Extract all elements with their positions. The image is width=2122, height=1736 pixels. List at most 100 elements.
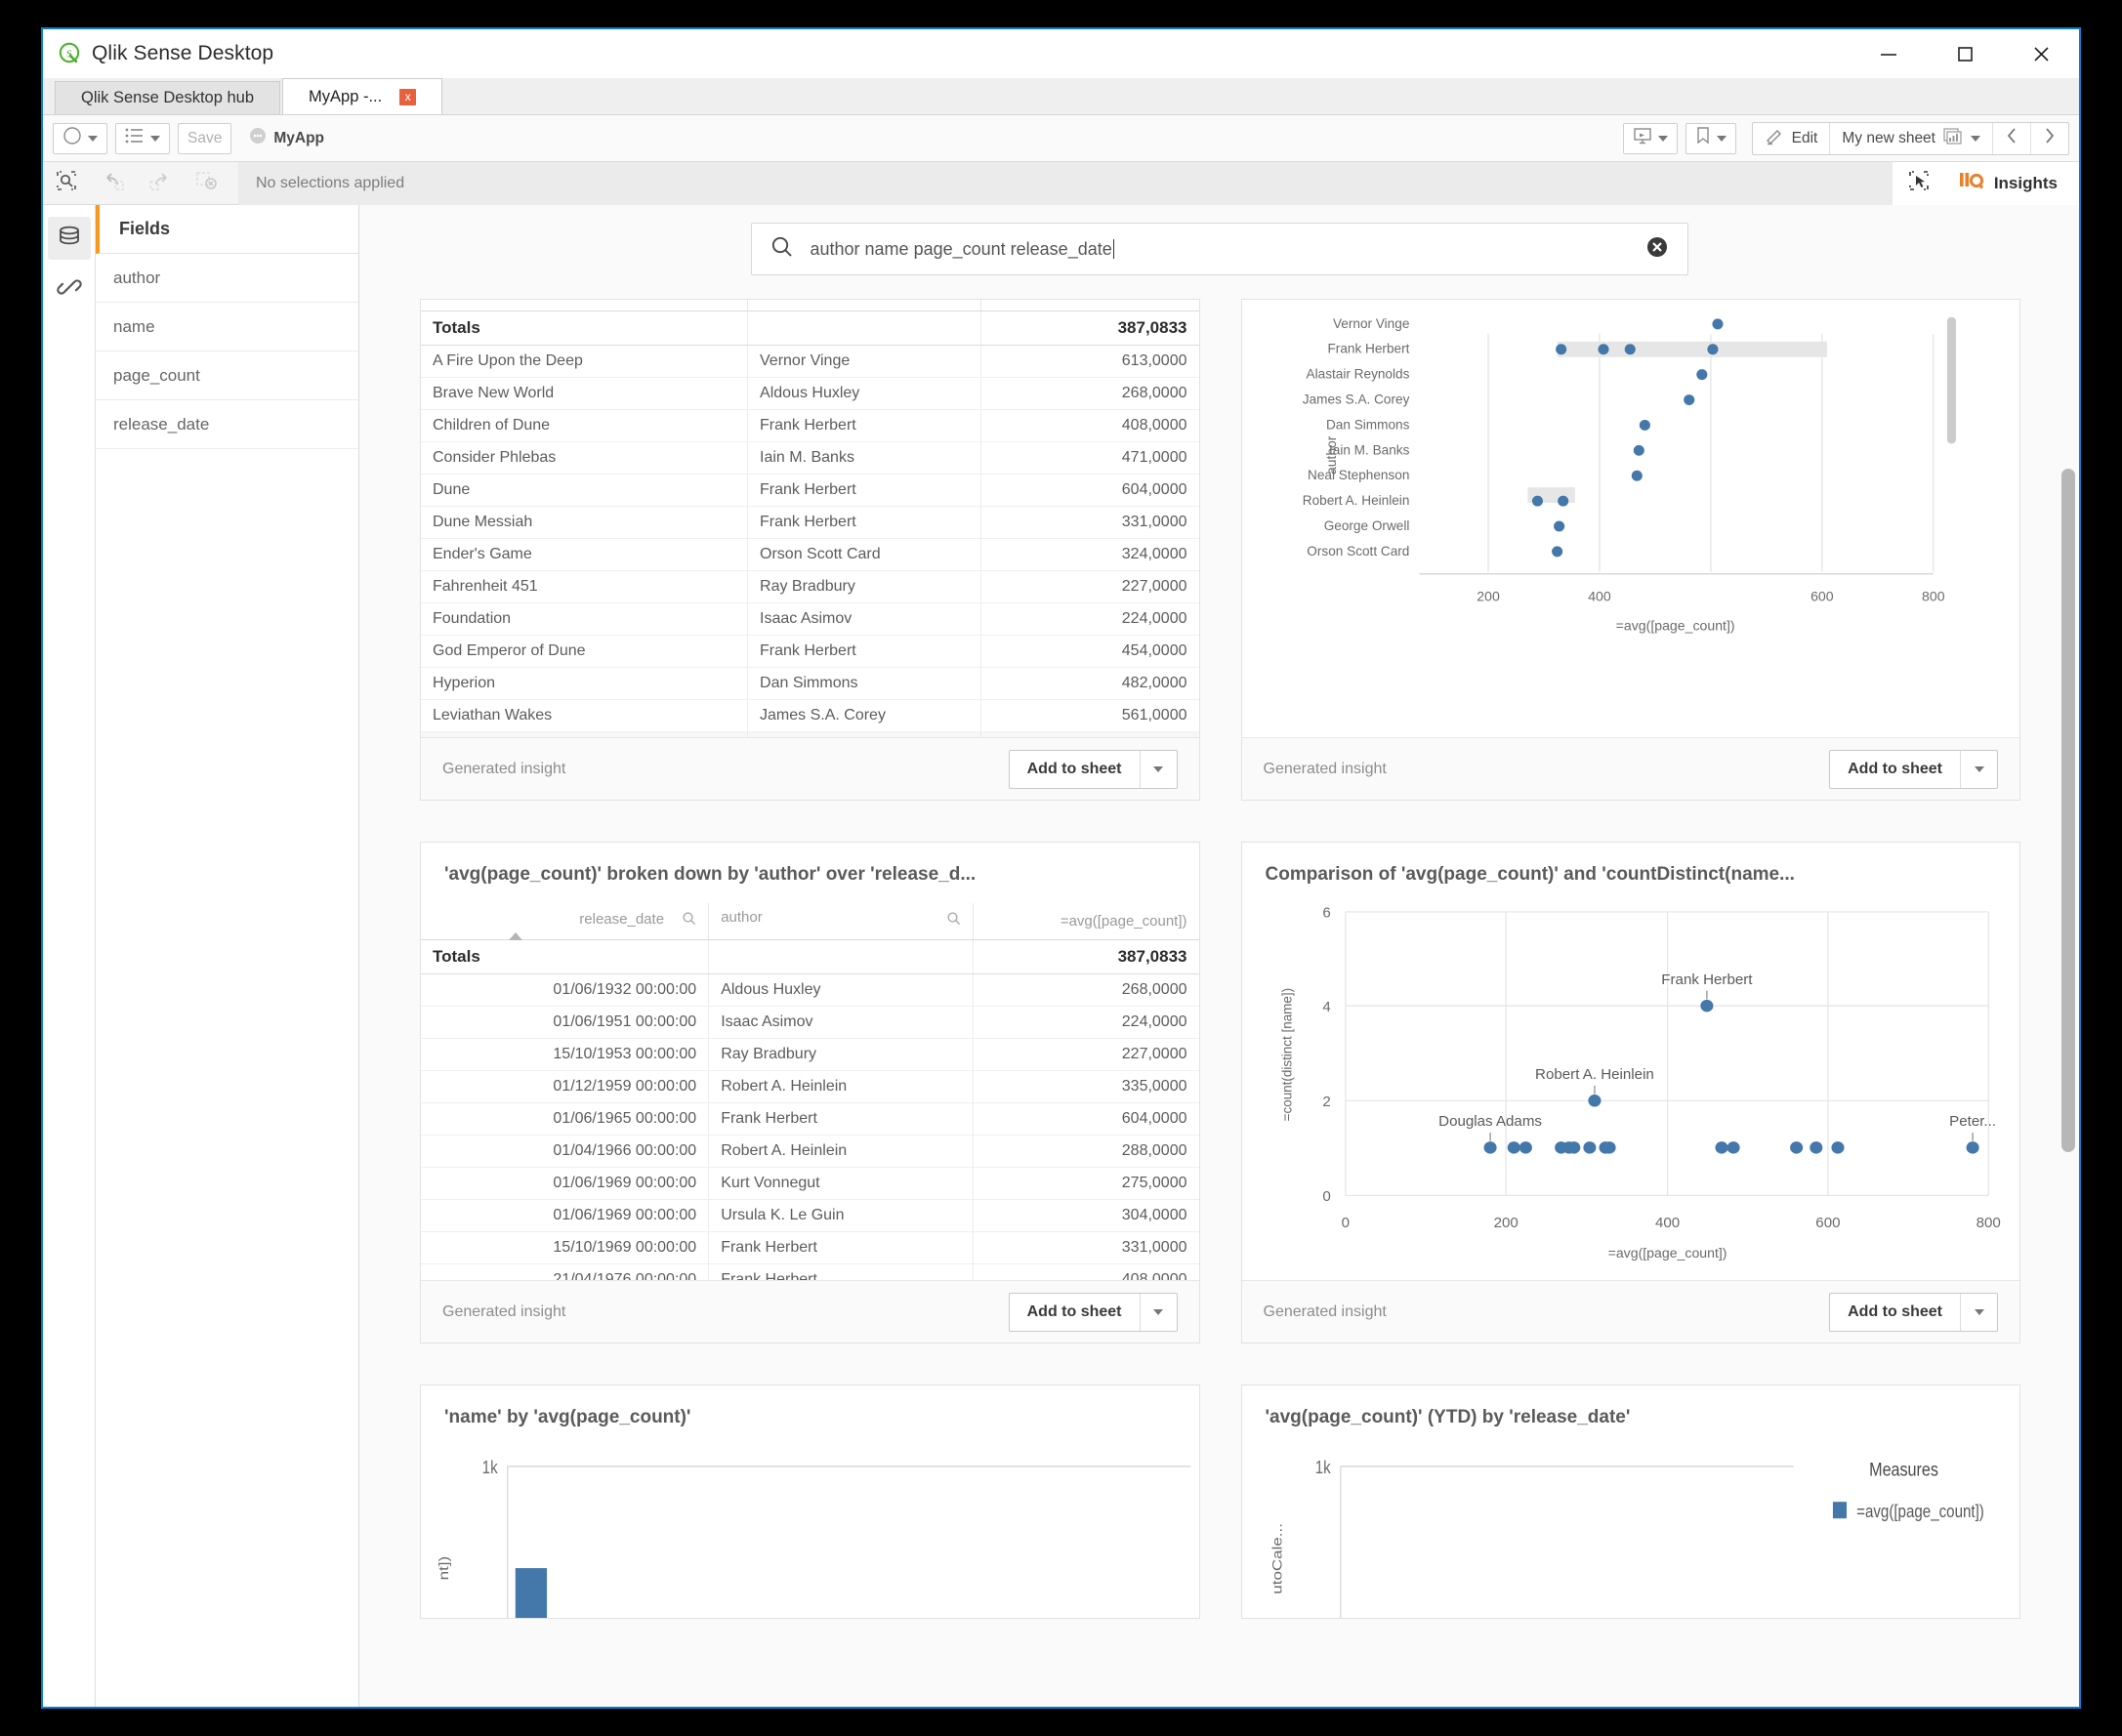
- table-row[interactable]: Dune Frank Herbert 604,0000: [421, 474, 1199, 507]
- table-scroll-region[interactable]: release_date author: [421, 903, 1199, 1280]
- add-to-sheet-button[interactable]: Add to sheet: [1026, 1302, 1122, 1320]
- field-item-author[interactable]: author: [96, 254, 358, 303]
- table-row[interactable]: 01/06/1969 00:00:00 Kurt Vonnegut 275,0000: [421, 1167, 1199, 1200]
- bar-chart-ytd[interactable]: 1k utoCale... Measures =avg([page_count]…: [1242, 1428, 2020, 1618]
- insights-scrollbar-thumb[interactable]: [2061, 469, 2075, 1152]
- clear-circle-icon[interactable]: [1644, 234, 1670, 265]
- cell-value: 482,0000: [979, 667, 1199, 700]
- add-to-sheet-caret[interactable]: [1139, 750, 1177, 788]
- table-scroll-region[interactable]: name author =avg([page_count]) Totals: [421, 300, 1199, 737]
- cell-value: 561,0000: [979, 699, 1199, 732]
- card-table-release-author: 'avg(page_count)' broken down by 'author…: [420, 842, 1200, 1343]
- insight-table: name author =avg([page_count]) Totals: [421, 300, 1199, 737]
- th-avg-page-count[interactable]: =avg([page_count]): [973, 903, 1199, 940]
- clear-selections-button[interactable]: [184, 162, 230, 205]
- selection-search-button[interactable]: [43, 162, 90, 205]
- minimize-button[interactable]: [1851, 29, 1927, 78]
- table-row[interactable]: Brave New World Aldous Huxley 268,0000: [421, 377, 1199, 410]
- scatter-chart[interactable]: 6 4 2 0 =count(distinct [name]): [1242, 886, 2020, 1280]
- table-row[interactable]: Children of Dune Frank Herbert 408,0000: [421, 409, 1199, 442]
- rail-item-fields[interactable]: [47, 217, 91, 260]
- tab-hub[interactable]: Qlik Sense Desktop hub: [55, 81, 281, 114]
- selection-back-button[interactable]: [90, 162, 137, 205]
- th-avg-page-count[interactable]: =avg([page_count]): [979, 300, 1199, 311]
- field-item-page-count[interactable]: page_count: [96, 351, 358, 400]
- save-button[interactable]: Save: [178, 122, 232, 154]
- main-body: Fields author name page_count release_da…: [43, 205, 2079, 1707]
- chevron-left-icon: [2005, 126, 2018, 150]
- cell-value: 227,0000: [979, 570, 1199, 603]
- cell-value: 268,0000: [979, 377, 1199, 410]
- tab-close-icon[interactable]: x: [399, 88, 417, 105]
- table-row[interactable]: Hyperion Dan Simmons 482,0000: [421, 667, 1199, 700]
- cell-author: William Gibson: [747, 731, 981, 737]
- table-row[interactable]: NeuromancerWilliam Gibson271,0000: [421, 731, 1199, 737]
- th-author[interactable]: author: [747, 300, 981, 311]
- sheet-thumb-icon: [1943, 127, 1963, 149]
- insights-button[interactable]: Insights: [1944, 161, 2079, 205]
- search-icon[interactable]: [946, 911, 961, 930]
- add-to-sheet-button[interactable]: Add to sheet: [1026, 760, 1122, 777]
- rail-item-associations[interactable]: [48, 268, 91, 310]
- cell-date: 21/04/1976 00:00:00: [421, 1263, 709, 1280]
- table-row[interactable]: Fahrenheit 451 Ray Bradbury 227,0000: [421, 570, 1199, 603]
- table-row[interactable]: Leviathan Wakes James S.A. Corey 561,0000: [421, 699, 1199, 732]
- table-row[interactable]: 15/10/1953 00:00:00 Ray Bradbury 227,0000: [421, 1038, 1199, 1071]
- redo-icon: [148, 169, 172, 197]
- bar-chart-name[interactable]: 1k nt]): [421, 1428, 1199, 1618]
- th-name[interactable]: name: [421, 300, 748, 311]
- generated-insight-label: Generated insight: [1263, 1302, 1387, 1320]
- tab-myapp-label: MyApp -...: [309, 87, 383, 105]
- navigation-menu-button[interactable]: [53, 122, 107, 154]
- totals-value: 387,0833: [973, 939, 1199, 974]
- selection-forward-button[interactable]: [137, 162, 184, 205]
- svg-text:utoCale...: utoCale...: [1269, 1523, 1284, 1594]
- sheet-selector[interactable]: My new sheet: [1829, 122, 1992, 154]
- svg-text:200: 200: [1477, 589, 1500, 604]
- table-row[interactable]: A Fire Upon the Deep Vernor Vinge 613,0000: [421, 345, 1199, 378]
- table-row[interactable]: 15/10/1969 00:00:00 Frank Herbert 331,0000: [421, 1231, 1199, 1264]
- bookmarks-button[interactable]: [1685, 122, 1736, 154]
- close-button[interactable]: [2003, 29, 2079, 78]
- cell-author: Frank Herbert: [747, 635, 981, 668]
- table-row[interactable]: 01/12/1959 00:00:00 Robert A. Heinlein 335…: [421, 1070, 1199, 1103]
- add-to-sheet-button[interactable]: Add to sheet: [1848, 760, 1942, 777]
- next-sheet-button[interactable]: [2030, 122, 2068, 154]
- sheets-menu-button[interactable]: [115, 122, 170, 154]
- table-row[interactable]: God Emperor of Dune Frank Herbert 454,0000: [421, 635, 1199, 668]
- add-to-sheet-caret[interactable]: [1960, 750, 1997, 788]
- table-row[interactable]: 01/04/1966 00:00:00 Robert A. Heinlein 288…: [421, 1135, 1199, 1168]
- table-row[interactable]: Ender's Game Orson Scott Card 324,0000: [421, 538, 1199, 571]
- insight-search-box[interactable]: author name page_count release_date: [750, 223, 1688, 275]
- table-row[interactable]: 01/06/1965 00:00:00 Frank Herbert 604,0000: [421, 1102, 1199, 1136]
- add-to-sheet-button[interactable]: Add to sheet: [1848, 1302, 1942, 1320]
- add-to-sheet-caret[interactable]: [1139, 1293, 1177, 1331]
- table-row[interactable]: 01/06/1969 00:00:00 Ursula K. Le Guin 304,…: [421, 1199, 1199, 1232]
- prev-sheet-button[interactable]: [1992, 122, 2030, 154]
- app-name-indicator[interactable]: MyApp: [239, 123, 333, 154]
- dotplot-chart[interactable]: Vernor Vinge Frank Herbert Alastair Reyn…: [1242, 300, 2020, 737]
- smart-selection-button[interactable]: [1893, 162, 1945, 205]
- presentation-icon: [1633, 126, 1652, 150]
- table-row[interactable]: Dune Messiah Frank Herbert 331,0000: [421, 506, 1199, 539]
- maximize-button[interactable]: [1927, 29, 2003, 78]
- table-row[interactable]: Foundation Isaac Asimov 224,0000: [421, 602, 1199, 636]
- search-icon[interactable]: [682, 911, 696, 930]
- cell-name: Ender's Game: [421, 538, 748, 571]
- table-row[interactable]: Consider Phlebas Iain M. Banks 471,0000: [421, 441, 1199, 475]
- insights-area: author name page_count release_date: [359, 205, 2079, 1707]
- tab-myapp[interactable]: MyApp -... x: [282, 78, 443, 114]
- search-input[interactable]: author name page_count release_date: [811, 239, 1644, 260]
- storytelling-button[interactable]: [1622, 122, 1678, 154]
- add-to-sheet-caret[interactable]: [1960, 1293, 1997, 1331]
- cell-author: Dan Simmons: [747, 667, 981, 700]
- table-row[interactable]: 21/04/1976 00:00:00 Frank Herbert 408,0000: [421, 1263, 1199, 1280]
- edit-button[interactable]: Edit: [1753, 123, 1830, 154]
- th-release-date[interactable]: release_date: [421, 903, 709, 940]
- th-author[interactable]: author: [708, 903, 974, 940]
- table-row[interactable]: 01/06/1932 00:00:00 Aldous Huxley 268,0000: [421, 973, 1199, 1007]
- field-item-name[interactable]: name: [96, 303, 358, 351]
- table-row[interactable]: 01/06/1951 00:00:00 Isaac Asimov 224,0000: [421, 1006, 1199, 1039]
- field-item-release-date[interactable]: release_date: [96, 400, 358, 449]
- generated-insight-label: Generated insight: [442, 1302, 566, 1320]
